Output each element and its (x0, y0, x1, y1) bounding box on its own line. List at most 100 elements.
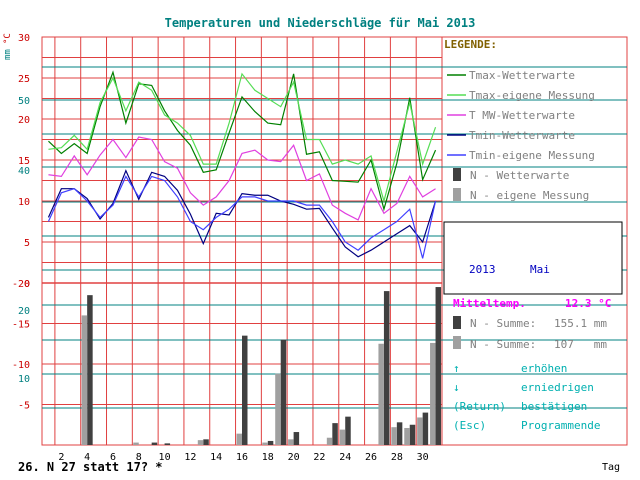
y-tick-precip: -5 (18, 401, 30, 412)
y-unit-mm: mm (3, 49, 13, 60)
precip-bar (133, 442, 139, 445)
precip-bar (378, 343, 384, 445)
stats-swatch-station (453, 316, 461, 329)
precip-bar (288, 439, 294, 445)
legend-label: N - eigene Messung (470, 189, 589, 202)
x-axis-label: Tag (602, 462, 620, 473)
series-line (48, 70, 437, 212)
series-line (47, 175, 437, 259)
precip-bar (422, 412, 429, 445)
precip-bar (332, 423, 338, 445)
precip-bar (275, 373, 281, 445)
y-tick-precip: -20 (12, 279, 30, 290)
y-tick-temp: 15 (18, 156, 30, 167)
key-action: Programmende (521, 419, 600, 432)
y-tick-temp: 20 (18, 115, 30, 126)
precip-bar (236, 433, 242, 445)
x-tick: 30 (417, 452, 429, 463)
precip-bar (242, 335, 248, 445)
precip-bar (203, 439, 209, 445)
x-tick: 28 (391, 452, 403, 463)
y-tick-mm: 20 (18, 306, 30, 317)
key-action: erhöhen (521, 362, 567, 375)
precip-bar (435, 287, 442, 445)
x-tick: 14 (210, 452, 222, 463)
key-name: (Return) (453, 400, 506, 413)
precip-bar (267, 440, 274, 445)
x-tick: 18 (262, 452, 274, 463)
legend-label: Tmin-Wetterwarte (469, 129, 575, 142)
x-tick: 10 (159, 452, 171, 463)
period-year: 2013 (469, 263, 496, 276)
precip-bar (197, 440, 204, 445)
precip-bar (87, 295, 93, 445)
x-tick: 12 (184, 452, 196, 463)
y-unit-celsius: °C (3, 33, 13, 44)
precip-sum-station-value: 155.1 mm (554, 317, 607, 330)
period-box (443, 221, 623, 295)
temperature-lines (47, 70, 437, 259)
legend-heading: LEGENDE: (444, 38, 497, 51)
precip-bar (345, 416, 351, 445)
precip-sum-station-label: N - Summe: (470, 317, 536, 330)
y-tick-temp: 30 (18, 33, 30, 44)
footer-note: 26. N 27 statt 17? * (18, 460, 163, 474)
precip-bar (293, 432, 300, 445)
chart-title: Temperaturen und Niederschläge für Mai 2… (165, 16, 476, 30)
key-help: ↑ erhöhen ↓ erniedrigen (Return) bestätigen (E… (453, 362, 600, 432)
y-tick-precip: -15 (12, 320, 30, 331)
y-tick-temp: 0 (24, 279, 30, 290)
key-name: ↑ (453, 362, 460, 375)
grid (41, 36, 628, 446)
stats-swatch-own (453, 336, 461, 349)
precip-bar (404, 427, 410, 445)
y-tick-precip: -10 (12, 360, 30, 371)
mean-temp-value: 12.3 °C (565, 297, 611, 310)
precip-bar (164, 443, 171, 445)
x-tick: 26 (365, 452, 377, 463)
x-tick: 22 (313, 452, 325, 463)
x-tick: 4 (84, 452, 90, 463)
precip-sum-own-label: N - Summe: (470, 338, 536, 351)
x-tick: 6 (110, 452, 116, 463)
mean-temp-label: Mitteltemp. (453, 297, 526, 310)
series-line (48, 136, 436, 221)
precip-bar (326, 437, 333, 445)
y-tick-mm: 50 (18, 96, 30, 107)
precip-bar (262, 442, 268, 445)
precip-bar (430, 342, 436, 445)
precip-bar (339, 429, 346, 445)
x-tick: 20 (288, 452, 300, 463)
precip-bar (151, 442, 158, 445)
legend-label: Tmax-Wetterwarte (469, 69, 575, 82)
y-tick-mm: 10 (18, 374, 30, 385)
precip-bar (409, 424, 416, 445)
series-line (48, 72, 437, 204)
precip-sum-own-value: 107 mm (554, 338, 607, 351)
x-tick: 16 (236, 452, 248, 463)
y-tick-temp: 10 (18, 197, 30, 208)
legend-label: Tmin-eigene Messung (469, 149, 595, 162)
x-tick: 8 (136, 452, 142, 463)
legend-label: N - Wetterwarte (470, 169, 569, 182)
legend-label: Tmax-eigene Messung (469, 89, 595, 102)
stats-panel: Mitteltemp. 12.3 °C N - Summe: 155.1 mm … (453, 297, 611, 351)
precip-bar (383, 291, 390, 445)
legend-swatch (453, 168, 461, 181)
key-action: bestätigen (521, 400, 587, 413)
precip-bar (396, 422, 403, 445)
precip-bars (81, 287, 442, 445)
legend-label: T MW-Wetterwarte (469, 109, 575, 122)
legend-swatch (453, 188, 461, 201)
y-tick-temp: 5 (24, 238, 30, 249)
y-tick-temp: 25 (18, 74, 30, 85)
key-action: erniedrigen (521, 381, 594, 394)
key-name: ↓ (453, 381, 460, 394)
series-line (47, 169, 437, 258)
x-tick: 24 (339, 452, 351, 463)
precip-bar (280, 339, 287, 445)
precip-bar (81, 315, 88, 445)
precip-bar (391, 427, 397, 445)
